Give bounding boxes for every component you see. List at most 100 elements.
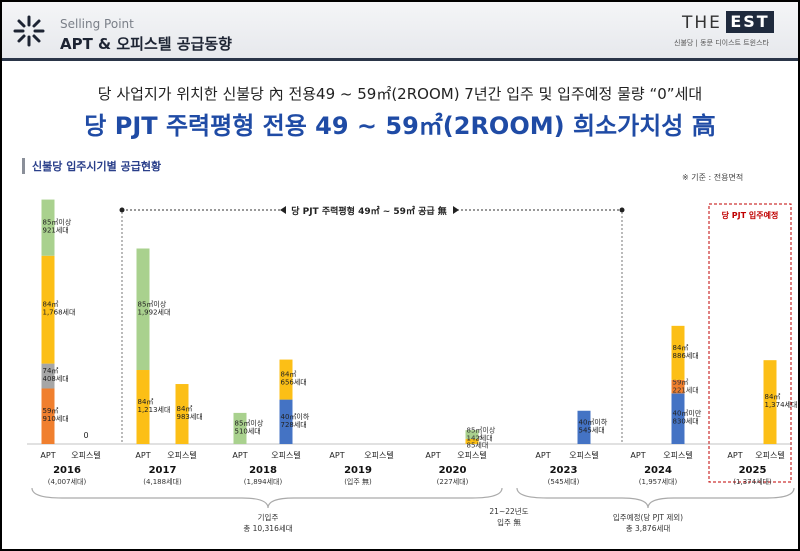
category-label: 오피스텔 [364, 451, 393, 460]
segment-label-units: 830세대 [673, 417, 699, 426]
year-label: 2017 [149, 465, 177, 476]
year-total-label: (1,957세대) [639, 477, 678, 486]
logo-subtitle: 신불당 | 동문 디이스트 트윈스타 [674, 39, 769, 47]
year-total-label: (입주 無) [344, 477, 372, 486]
segment-label-area: 59㎡ [673, 379, 689, 387]
segment-label-area: 85㎡이상 [235, 418, 264, 427]
category-label: APT [535, 451, 550, 460]
bar-2017-officetel-84 [175, 384, 189, 444]
category-label: APT [40, 451, 55, 460]
segment-label-units: 1,768세대 [43, 308, 76, 317]
segment-label-units: 85세대 [467, 440, 489, 449]
bar-2023-officetel-40 [577, 410, 591, 444]
category-label: 오피스텔 [457, 451, 486, 460]
header-divider [2, 58, 798, 61]
bar-2017-apt-84 [136, 370, 150, 444]
segment-label-area: 84㎡ [281, 371, 297, 379]
segment-label-area: 40㎡미만 [673, 409, 702, 418]
bar-2024-officetel-59 [671, 379, 685, 394]
segment-label-area: 85㎡이상 [467, 425, 496, 434]
bracket-completed [31, 487, 503, 509]
section-title: 신불당 입주시기별 공급현황 [32, 160, 162, 173]
segment-label-area: 84㎡ [673, 344, 689, 352]
bar-2020-officetel-84 [465, 438, 479, 444]
bar-2025-officetel-84 [763, 360, 777, 444]
segment-label-units: 221세대 [673, 386, 699, 395]
bar-2018-officetel-84 [279, 359, 293, 400]
category-label: 오피스텔 [663, 451, 692, 460]
section-marker [22, 158, 25, 174]
planned-box-label: 당 PJT 입주예정 [722, 210, 779, 220]
year-total-label: (1,374세대) [733, 477, 772, 486]
header-title: APT & 오피스텔 공급동향 [60, 35, 232, 53]
bar-2024-officetel-40 [671, 393, 685, 444]
segment-label-units: 886세대 [673, 351, 699, 360]
logo-est: EST [726, 11, 774, 33]
segment-label-area: 84㎡ [138, 398, 154, 406]
planned-label-1: 입주예정(당 PJT 제외) [613, 512, 683, 522]
header-bar [2, 2, 798, 60]
basis-note: ※ 기준 : 전용면적 [682, 173, 744, 182]
segment-label-area: 84㎡ [177, 405, 193, 413]
bar-2024-officetel-84 [671, 325, 685, 380]
segment-label-units: 983세대 [177, 412, 203, 421]
year-label: 2019 [344, 465, 372, 476]
completed-label-1: 기입주 [258, 513, 279, 522]
segment-label-area: 84㎡ [43, 301, 59, 309]
segment-label-area: 74㎡ [43, 367, 59, 375]
no-supply-label: 당 PJT 주력평형 49㎡ ~ 59㎡ 공급 無 [291, 205, 447, 217]
logo-the: THE [682, 13, 722, 33]
year-total-label: (4,188세대) [143, 477, 182, 486]
segment-label-units: 510세대 [235, 426, 261, 435]
category-label: APT [630, 451, 645, 460]
bar-2016-apt-74 [41, 363, 55, 389]
category-label: 오피스텔 [71, 451, 100, 460]
segment-label-units: 408세대 [43, 374, 69, 383]
segment-label-area: 40㎡이하 [281, 412, 310, 421]
segment-label-units: 910세대 [43, 414, 69, 423]
main-title: 당 PJT 주력평형 전용 49 ~ 59㎡(2ROOM) 희소가치성 高 [84, 112, 716, 140]
planned-box [708, 203, 792, 483]
no-supply-dot-left [119, 207, 125, 213]
zero-label: 0 [83, 431, 88, 440]
bar-2018-officetel-40 [279, 399, 293, 444]
year-label: 2016 [53, 465, 81, 476]
segment-label-area: 40㎡이하 [579, 417, 608, 426]
segment-label-units: 728세대 [281, 420, 307, 429]
bar-2017-apt-85plus [136, 248, 150, 371]
completed-label-2: 총 10,316세대 [243, 524, 292, 533]
no-supply-arrow-right [453, 206, 459, 214]
segment-label-units: 545세대 [579, 425, 605, 434]
year-label: 2018 [249, 465, 277, 476]
category-label: APT [135, 451, 150, 460]
year-label: 2024 [644, 465, 672, 476]
bar-2020-officetel-85plus [465, 430, 479, 439]
category-label: APT [425, 451, 440, 460]
segment-label-units: 1,374세대 [765, 400, 798, 409]
category-label: APT [727, 451, 742, 460]
gap-label-2: 입주 無 [497, 517, 521, 527]
bar-2016-apt-85plus [41, 199, 55, 256]
category-label: 오피스텔 [755, 451, 784, 460]
category-label: APT [232, 451, 247, 460]
segment-label-units: 656세대 [281, 378, 307, 387]
category-label: 오피스텔 [271, 451, 300, 460]
year-total-label: (4,007세대) [48, 477, 87, 486]
year-label: 2023 [550, 465, 578, 476]
segment-label-area: 84㎡ [765, 393, 781, 401]
no-supply-dot-right [619, 207, 625, 213]
category-label: 오피스텔 [569, 451, 598, 460]
segment-label-units: 1,992세대 [138, 307, 171, 316]
category-label: APT [329, 451, 344, 460]
segment-label-area: 85㎡이상 [138, 299, 167, 308]
header-subtitle: Selling Point [60, 17, 134, 31]
year-total-label: (1,894세대) [244, 477, 283, 486]
bar-2016-apt-84 [41, 255, 55, 364]
year-total-label: (227세대) [437, 477, 469, 486]
gap-label-1: 21~22년도 [489, 506, 528, 516]
year-label: 2020 [439, 465, 467, 476]
no-supply-arrow-left [280, 206, 286, 214]
segment-label-area: 59㎡ [43, 407, 59, 415]
